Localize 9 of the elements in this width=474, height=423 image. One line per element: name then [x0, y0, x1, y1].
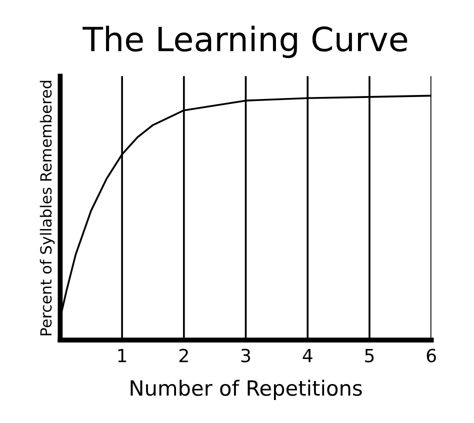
x-axis-title: Number of Repetitions [130, 380, 362, 400]
x-tick-label: 2 [179, 348, 188, 362]
x-tick-label: 5 [365, 348, 374, 362]
chart-title: The Learning Curve [82, 26, 408, 58]
y-axis-title: Percent of Syllables Remembered [40, 80, 55, 336]
x-tick-label: 1 [118, 348, 126, 362]
x-tick-label: 6 [426, 348, 436, 362]
x-tick-label: 3 [241, 348, 250, 362]
x-tick-label: 4 [302, 348, 312, 362]
